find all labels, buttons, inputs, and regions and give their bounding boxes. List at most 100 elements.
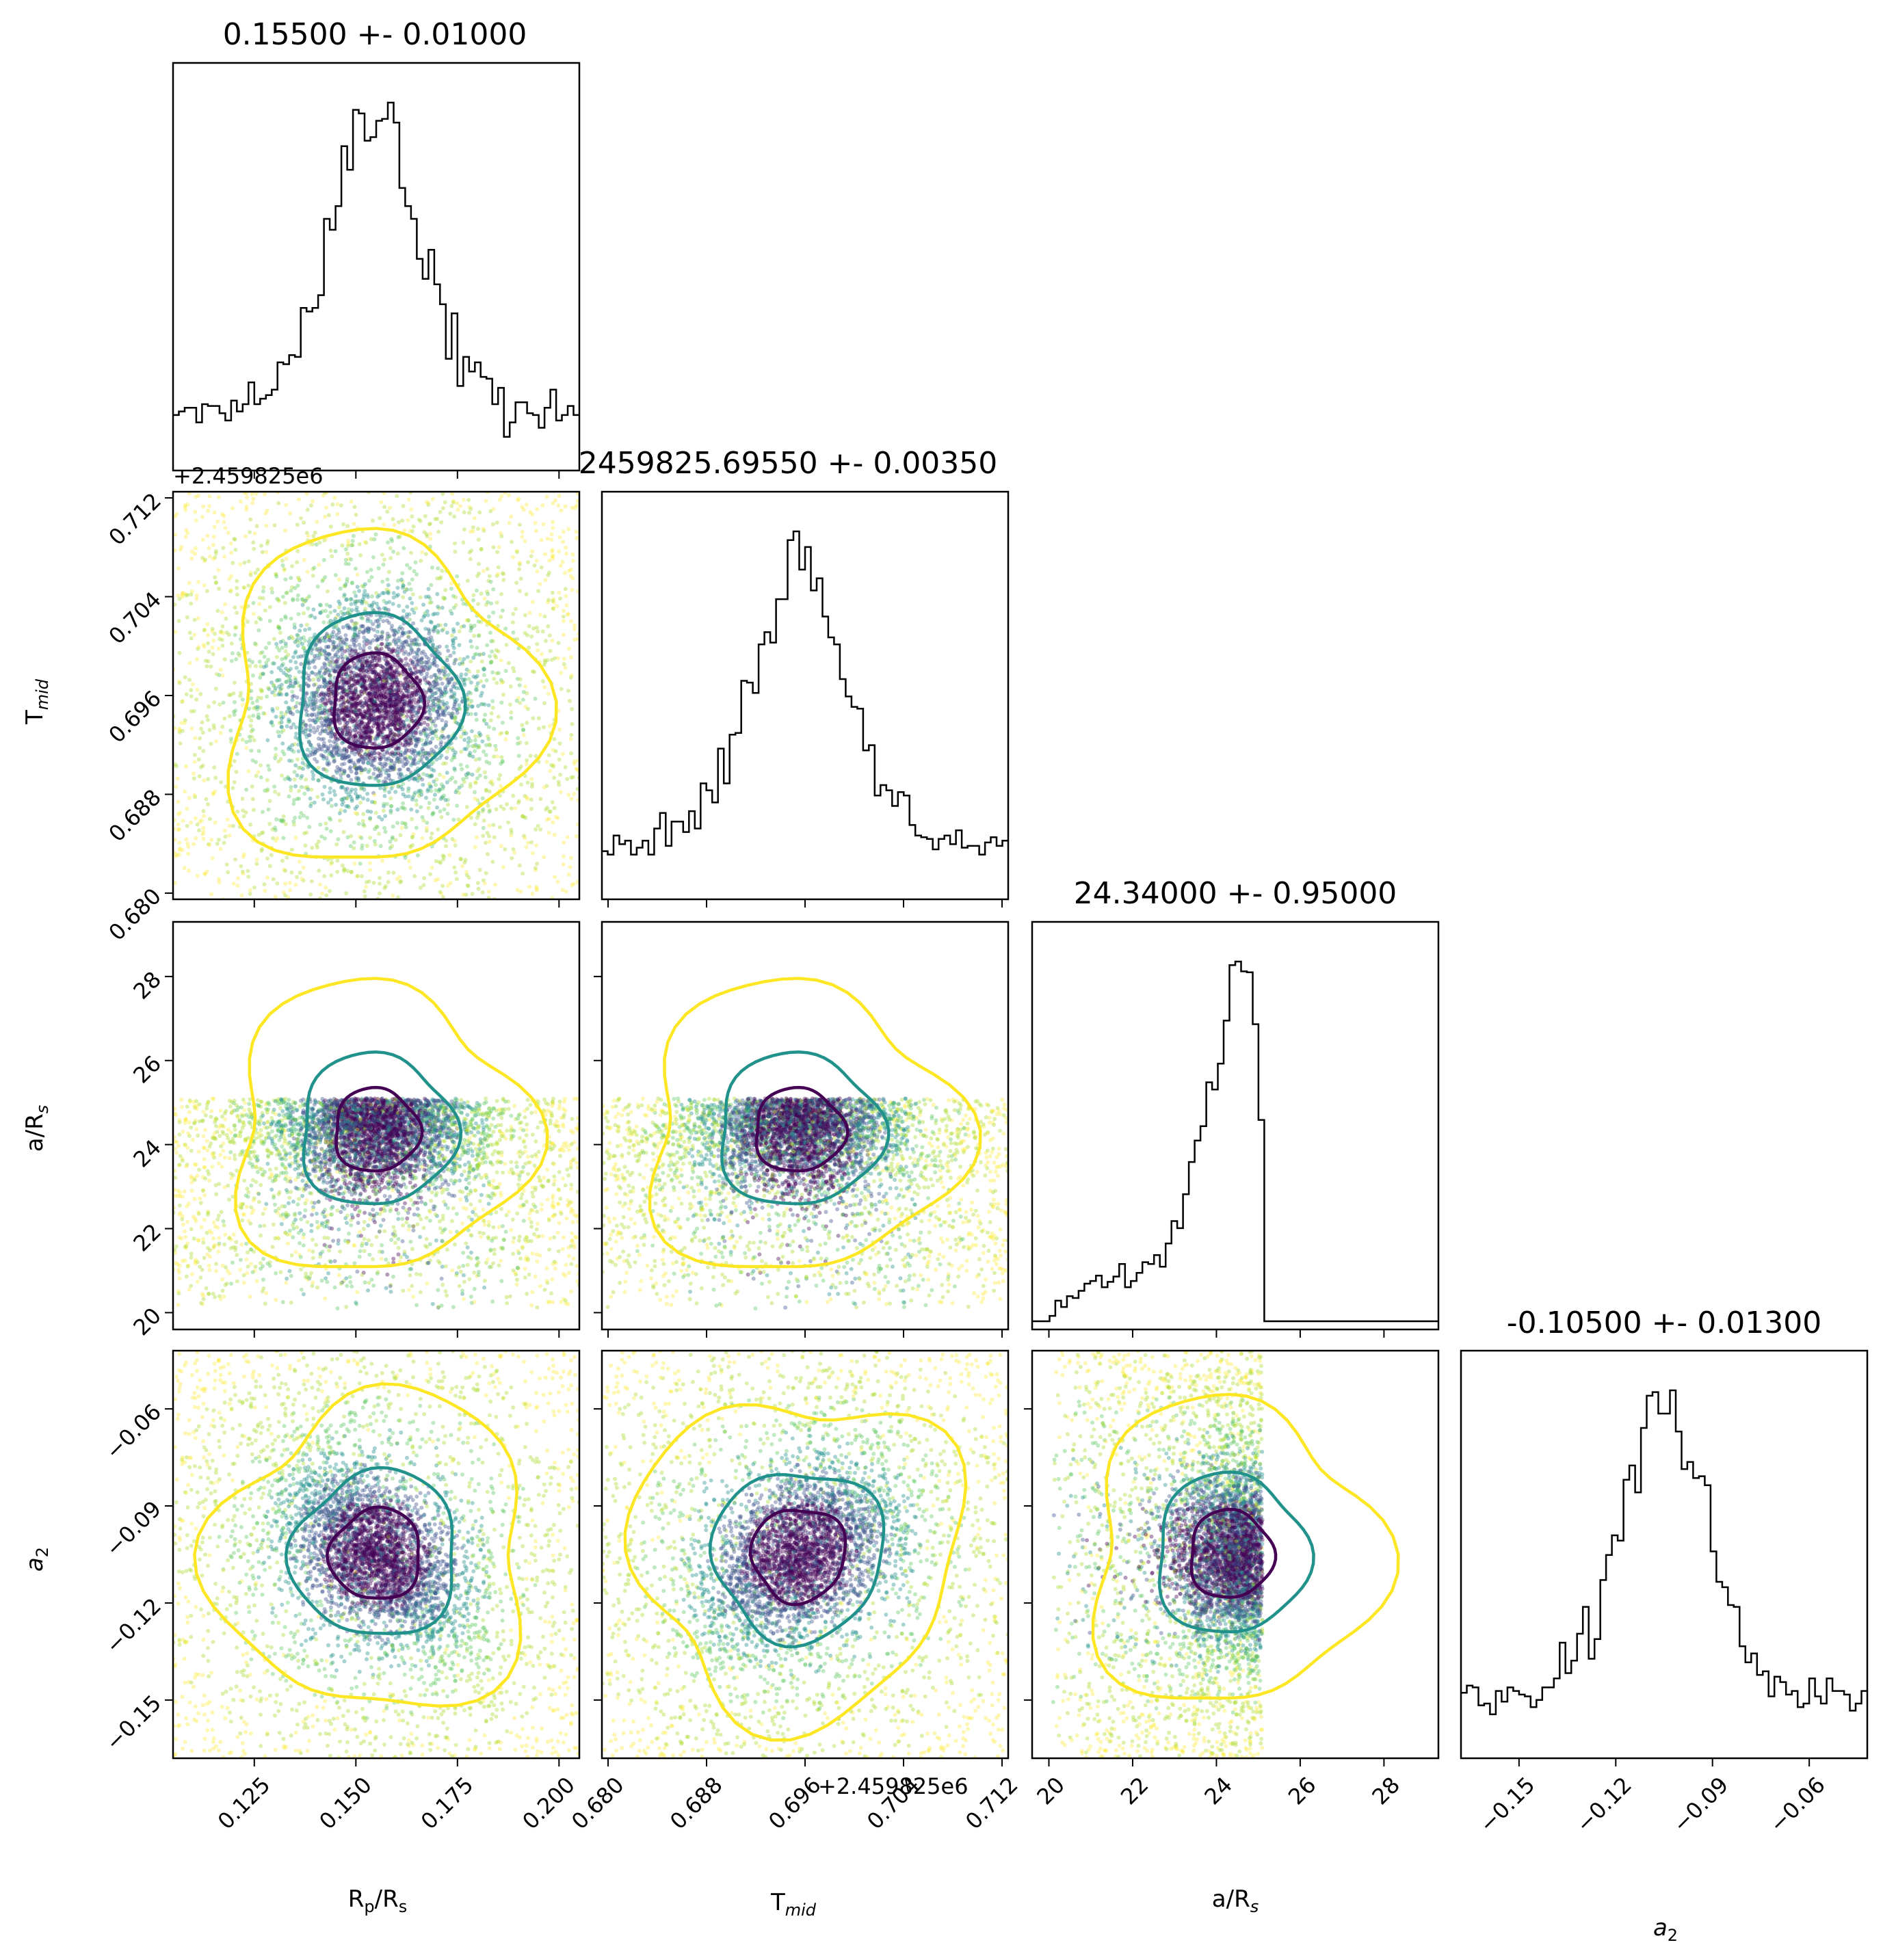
- scatter-point: [376, 715, 381, 719]
- scatter-point: [386, 879, 391, 884]
- scatter-point: [431, 707, 436, 712]
- scatter-point: [547, 558, 552, 563]
- scatter-point: [488, 509, 493, 514]
- scatter-point: [281, 836, 286, 840]
- scatter-point: [293, 784, 298, 789]
- scatter-point: [196, 580, 200, 584]
- scatter-point: [421, 782, 425, 787]
- scatter-point: [205, 717, 210, 722]
- scatter-point: [173, 838, 177, 842]
- scatter-point: [480, 809, 485, 814]
- scatter-point: [265, 856, 269, 861]
- scatter-point: [321, 723, 326, 728]
- scatter-point: [438, 809, 443, 814]
- scatter-point: [378, 516, 382, 520]
- scatter-point: [293, 676, 298, 680]
- scatter-point: [371, 771, 376, 776]
- scatter-point: [252, 546, 256, 551]
- scatter-point: [477, 510, 482, 515]
- scatter-point: [269, 720, 274, 725]
- scatter-point: [311, 607, 316, 612]
- scatter-point: [278, 687, 283, 691]
- scatter-point: [546, 691, 551, 696]
- scatter-point: [249, 696, 254, 701]
- scatter-point: [406, 767, 410, 771]
- scatter-point: [326, 652, 330, 657]
- scatter-point: [476, 886, 481, 891]
- scatter-point: [263, 492, 267, 496]
- scatter-point: [484, 787, 488, 792]
- scatter-point: [376, 663, 380, 667]
- scatter-point: [508, 684, 513, 689]
- scatter-point: [461, 497, 466, 502]
- scatter-point: [345, 720, 350, 725]
- scatter-point: [373, 751, 378, 756]
- scatter-point: [359, 720, 364, 725]
- scatter-point: [369, 706, 374, 710]
- scatter-point: [196, 616, 200, 621]
- scatter-point: [499, 755, 504, 760]
- scatter-point: [200, 514, 205, 519]
- scatter-point: [469, 625, 474, 630]
- scatter-point: [535, 569, 540, 574]
- scatter-point: [392, 761, 397, 765]
- scatter-point: [321, 797, 326, 802]
- scatter-point: [412, 874, 417, 879]
- scatter-point: [411, 621, 416, 626]
- scatter-point: [486, 725, 491, 730]
- scatter-point: [499, 531, 503, 535]
- scatter-point: [430, 767, 434, 771]
- scatter-point: [539, 565, 544, 570]
- scatter-point: [317, 712, 321, 717]
- scatter-point: [376, 703, 380, 708]
- scatter-point: [385, 737, 390, 741]
- scatter-point: [428, 536, 433, 541]
- scatter-point: [297, 765, 301, 770]
- scatter-point: [285, 674, 290, 678]
- scatter-point: [363, 894, 367, 899]
- scatter-point: [436, 631, 440, 635]
- scatter-point: [396, 756, 401, 760]
- scatter-point: [234, 625, 239, 630]
- scatter-point: [354, 672, 359, 676]
- scatter-point: [445, 780, 449, 784]
- scatter-point: [143, 871, 147, 875]
- scatter-point: [376, 594, 380, 599]
- scatter-point: [399, 806, 404, 810]
- scatter-point: [401, 651, 406, 656]
- scatter-point: [305, 785, 310, 789]
- scatter-point: [403, 856, 408, 860]
- scatter-point: [173, 850, 177, 855]
- scatter-point: [395, 688, 400, 693]
- scatter-point: [239, 893, 244, 898]
- scatter-point: [258, 675, 263, 680]
- scatter-point: [418, 730, 423, 734]
- scatter-point: [515, 888, 520, 892]
- scatter-point: [293, 704, 298, 709]
- scatter-point: [365, 661, 369, 665]
- scatter-point: [360, 726, 365, 731]
- scatter-point: [550, 638, 555, 643]
- scatter-point: [419, 758, 424, 763]
- scatter-point: [417, 669, 422, 674]
- scatter-point: [322, 648, 327, 653]
- scatter-point: [389, 758, 394, 763]
- scatter-point: [498, 497, 502, 502]
- scatter-point: [352, 763, 357, 767]
- scatter-point: [404, 758, 409, 762]
- scatter-point: [420, 661, 425, 665]
- scatter-point: [473, 845, 477, 849]
- scatter-point: [424, 674, 429, 679]
- scatter-point: [427, 522, 432, 526]
- scatter-point: [291, 654, 295, 659]
- scatter-point: [412, 749, 417, 754]
- scatter-point: [365, 735, 369, 740]
- scatter-point: [535, 862, 540, 866]
- scatter-point: [364, 669, 369, 674]
- scatter-point: [387, 634, 392, 639]
- scatter-point: [207, 728, 212, 732]
- scatter-point: [332, 669, 337, 674]
- scatter-point: [383, 703, 388, 708]
- scatter-point: [350, 689, 354, 693]
- scatter-point: [429, 784, 433, 789]
